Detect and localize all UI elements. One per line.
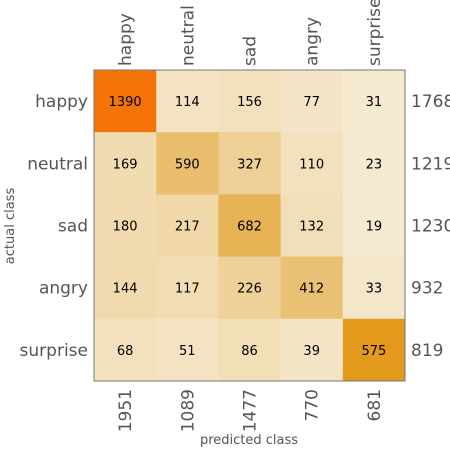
cell-value-label: 86 — [241, 344, 258, 359]
cell-value-label: 590 — [175, 157, 200, 172]
cell-value-label: 33 — [366, 282, 383, 297]
cell-value-label: 217 — [175, 220, 200, 235]
heatmap-cell — [156, 194, 219, 258]
column-class-label: angry — [303, 17, 323, 66]
column-total-label: 1951 — [116, 389, 136, 432]
row-class-label: surprise — [20, 341, 88, 361]
heatmap-cell — [94, 256, 157, 320]
heatmap-cell — [218, 318, 282, 382]
heatmap-cell — [280, 194, 344, 258]
column-class-label: neutral — [178, 5, 198, 66]
heatmap-cell — [94, 132, 157, 195]
cell-value-label: 144 — [113, 282, 138, 297]
row-class-label: neutral — [27, 154, 88, 174]
x-axis-label: predicted class — [200, 433, 298, 448]
cell-value-label: 682 — [237, 220, 262, 235]
y-axis-label: actual class — [3, 188, 18, 265]
column-total-label: 770 — [303, 389, 323, 421]
heatmap-cell — [218, 256, 282, 320]
heatmap-cell — [218, 194, 282, 258]
cell-value-label: 132 — [299, 220, 324, 235]
row-class-label: angry — [39, 279, 88, 299]
cell-value-label: 51 — [179, 344, 196, 359]
cell-value-label: 19 — [366, 220, 383, 235]
cell-value-label: 117 — [175, 282, 200, 297]
row-total-label: 1219 — [411, 154, 450, 174]
row-class-label: happy — [35, 92, 88, 112]
cell-value-label: 412 — [299, 282, 324, 297]
cell-value-label: 226 — [237, 282, 262, 297]
row-total-label: 1230 — [411, 217, 450, 237]
heatmap-cell — [280, 132, 344, 195]
cell-value-label: 110 — [299, 157, 324, 172]
column-total-label: 1089 — [178, 389, 198, 432]
heatmap-cell — [156, 70, 219, 133]
column-class-label: sad — [241, 36, 261, 66]
heatmap-cell — [342, 318, 406, 382]
heatmap-cell — [94, 194, 157, 258]
heatmap-cell — [94, 318, 157, 382]
heatmap-cell — [156, 132, 219, 195]
row-total-label: 819 — [411, 341, 443, 361]
cell-value-label: 156 — [237, 95, 262, 110]
heatmap-cell — [94, 70, 157, 133]
heatmap-cell — [280, 256, 344, 320]
heatmap-cell — [342, 256, 406, 320]
column-class-label: surprise — [365, 0, 385, 66]
row-class-label: sad — [58, 217, 88, 237]
heatmap-cell — [280, 70, 344, 133]
heatmap-cell — [156, 318, 219, 382]
cell-value-label: 23 — [366, 157, 383, 172]
heatmap-cell — [218, 70, 282, 133]
row-total-label: 1768 — [411, 92, 450, 112]
heatmap-cell — [156, 256, 219, 320]
heatmap-cell — [342, 132, 406, 195]
column-total-label: 681 — [365, 389, 385, 421]
column-total-label: 1477 — [241, 389, 261, 432]
heatmap-cell — [342, 194, 406, 258]
row-total-label: 932 — [411, 279, 443, 299]
cell-value-label: 575 — [361, 344, 386, 359]
cell-value-label: 327 — [237, 157, 262, 172]
cell-value-label: 31 — [366, 95, 383, 110]
cell-value-label: 68 — [117, 344, 134, 359]
heatmap-cell — [342, 70, 406, 133]
column-class-label: happy — [116, 13, 136, 66]
heatmap-cell — [218, 132, 282, 195]
cell-value-label: 77 — [303, 95, 320, 110]
cell-value-label: 169 — [113, 157, 138, 172]
cell-value-label: 114 — [175, 95, 200, 110]
heatmap-cell — [280, 318, 344, 382]
cell-value-label: 1390 — [109, 95, 142, 110]
cell-value-label: 180 — [113, 220, 138, 235]
cells-layer: 1390 114 156 77 31 169 590 327 110 23 180 217 682 132… — [94, 70, 406, 382]
plot-frame — [93, 69, 406, 382]
cell-value-label: 39 — [303, 344, 320, 359]
